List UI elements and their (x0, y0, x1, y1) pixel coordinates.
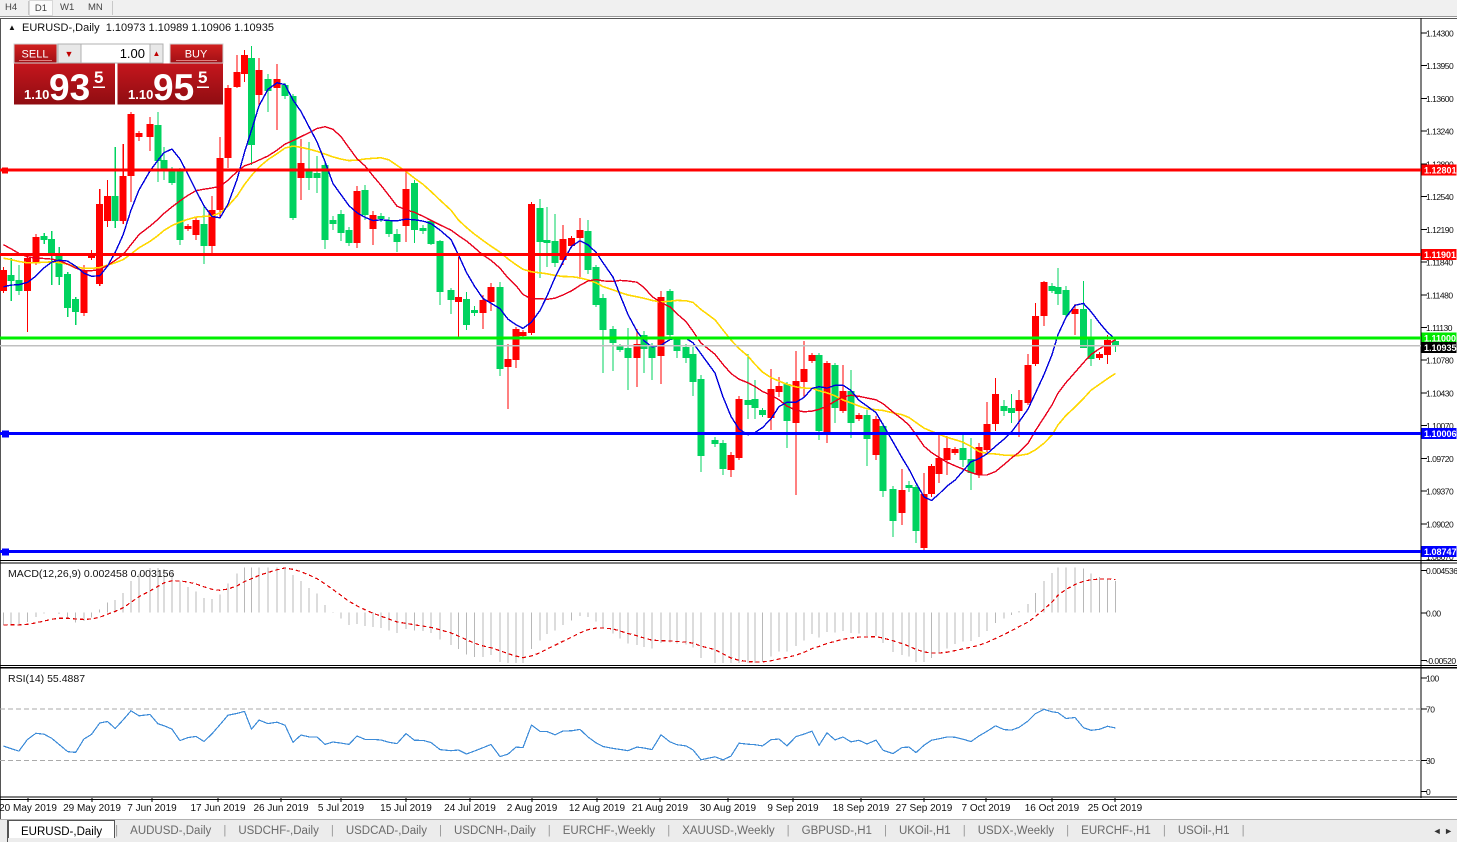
svg-text:100: 100 (1426, 674, 1439, 684)
svg-text:1.00: 1.00 (120, 46, 145, 61)
svg-text:12 Aug 2019: 12 Aug 2019 (569, 803, 626, 814)
svg-text:▼: ▼ (65, 49, 74, 59)
svg-text:24 Jul 2019: 24 Jul 2019 (444, 803, 496, 814)
svg-text:1.10935: 1.10935 (1424, 343, 1457, 353)
svg-text:1.13240: 1.13240 (1426, 127, 1454, 137)
svg-text:0.004536: 0.004536 (1426, 566, 1457, 576)
svg-text:RSI(14) 55.4887: RSI(14) 55.4887 (8, 673, 85, 685)
svg-text:15 Jul 2019: 15 Jul 2019 (380, 803, 432, 814)
svg-text:93: 93 (49, 67, 90, 108)
svg-text:-0.00520: -0.00520 (1426, 656, 1456, 666)
svg-text:0.00: 0.00 (1426, 609, 1441, 619)
svg-text:9 Sep 2019: 9 Sep 2019 (767, 803, 819, 814)
svg-text:0: 0 (1426, 787, 1431, 797)
svg-text:20 May 2019: 20 May 2019 (0, 803, 57, 814)
svg-text:MACD(12,26,9) 0.002458 0.00315: MACD(12,26,9) 0.002458 0.003156 (8, 568, 175, 580)
svg-text:1.10780: 1.10780 (1426, 356, 1454, 366)
svg-text:25 Oct 2019: 25 Oct 2019 (1088, 803, 1143, 814)
svg-text:7 Jun 2019: 7 Jun 2019 (127, 803, 177, 814)
svg-text:7 Oct 2019: 7 Oct 2019 (962, 803, 1011, 814)
svg-text:BUY: BUY (185, 49, 208, 61)
svg-text:1.12540: 1.12540 (1426, 192, 1454, 202)
svg-text:1.14300: 1.14300 (1426, 29, 1454, 39)
svg-text:1.11480: 1.11480 (1426, 290, 1453, 300)
svg-text:1.11130: 1.11130 (1426, 323, 1453, 333)
svg-text:27 Sep 2019: 27 Sep 2019 (896, 803, 953, 814)
svg-text:30: 30 (1426, 756, 1435, 766)
svg-text:29 May 2019: 29 May 2019 (63, 803, 121, 814)
svg-text:18 Sep 2019: 18 Sep 2019 (833, 803, 890, 814)
svg-text:EURUSD-,Daily 1.10973 1.10989: EURUSD-,Daily 1.10973 1.10989 1.10906 1.… (22, 22, 274, 34)
svg-text:1.13950: 1.13950 (1426, 61, 1454, 71)
svg-text:1.10: 1.10 (128, 87, 153, 102)
svg-text:1.10430: 1.10430 (1426, 388, 1454, 398)
svg-text:▲: ▲ (8, 23, 16, 32)
svg-text:1.10006: 1.10006 (1424, 429, 1457, 439)
svg-text:5: 5 (94, 68, 103, 87)
svg-text:1.12801: 1.12801 (1424, 166, 1457, 176)
svg-text:21 Aug 2019: 21 Aug 2019 (632, 803, 689, 814)
svg-text:16 Oct 2019: 16 Oct 2019 (1025, 803, 1080, 814)
svg-text:1.11840: 1.11840 (1426, 258, 1453, 268)
svg-text:1.13600: 1.13600 (1426, 94, 1454, 104)
svg-text:70: 70 (1426, 704, 1435, 714)
svg-text:1.10070: 1.10070 (1426, 421, 1454, 431)
svg-text:30 Aug 2019: 30 Aug 2019 (700, 803, 757, 814)
svg-text:1.09020: 1.09020 (1426, 519, 1454, 529)
svg-text:1.08747: 1.08747 (1424, 547, 1457, 557)
svg-text:17 Jun 2019: 17 Jun 2019 (190, 803, 245, 814)
svg-text:1.12890: 1.12890 (1426, 159, 1454, 169)
svg-text:SELL: SELL (22, 49, 49, 61)
svg-text:2 Aug 2019: 2 Aug 2019 (507, 803, 558, 814)
svg-text:5: 5 (198, 68, 207, 87)
svg-text:26 Jun 2019: 26 Jun 2019 (253, 803, 308, 814)
svg-text:1.09720: 1.09720 (1426, 454, 1454, 464)
svg-text:1.10: 1.10 (24, 87, 49, 102)
svg-text:1.09370: 1.09370 (1426, 487, 1454, 497)
svg-text:1.12190: 1.12190 (1426, 225, 1454, 235)
svg-text:95: 95 (153, 67, 194, 108)
svg-text:5 Jul 2019: 5 Jul 2019 (318, 803, 365, 814)
svg-text:1.11000: 1.11000 (1424, 334, 1456, 344)
svg-text:▲: ▲ (153, 49, 161, 58)
svg-text:1.11901: 1.11901 (1424, 250, 1456, 260)
